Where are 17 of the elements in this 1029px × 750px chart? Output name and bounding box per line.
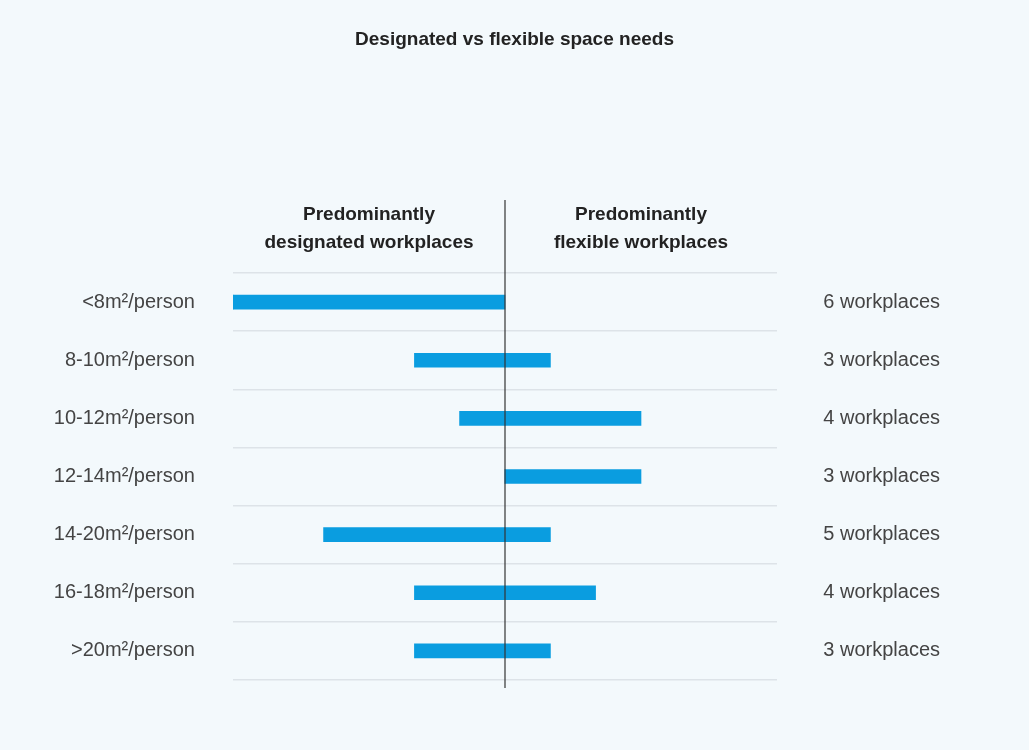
text: 3 workplaces: [823, 464, 940, 487]
y-tick-label: >20m²/person: [71, 638, 195, 661]
text: Predominantly designated workplaces: [263, 202, 475, 254]
text: 5 workplaces: [823, 522, 940, 545]
text: 3 workplaces: [823, 347, 940, 370]
chart-title: Designated vs flexible space needs: [354, 28, 675, 50]
text: 4 workplaces: [823, 580, 940, 603]
y-tick-label: 8-10m²/person: [64, 347, 195, 370]
y-tick-label: <8m²/person: [82, 289, 195, 312]
text: 3 workplaces: [823, 638, 940, 661]
text: 4 workplaces: [823, 405, 940, 428]
y-tick-label: 16-18m²/person: [53, 580, 195, 603]
text: 6 workplaces: [823, 289, 940, 312]
y-tick-label: 12-14m²/person: [53, 464, 195, 487]
y-tick-label: 14-20m²/person: [53, 522, 195, 545]
text: Predominantly flexible workplaces: [552, 202, 730, 254]
y-tick-label: 10-12m²/person: [53, 405, 195, 428]
